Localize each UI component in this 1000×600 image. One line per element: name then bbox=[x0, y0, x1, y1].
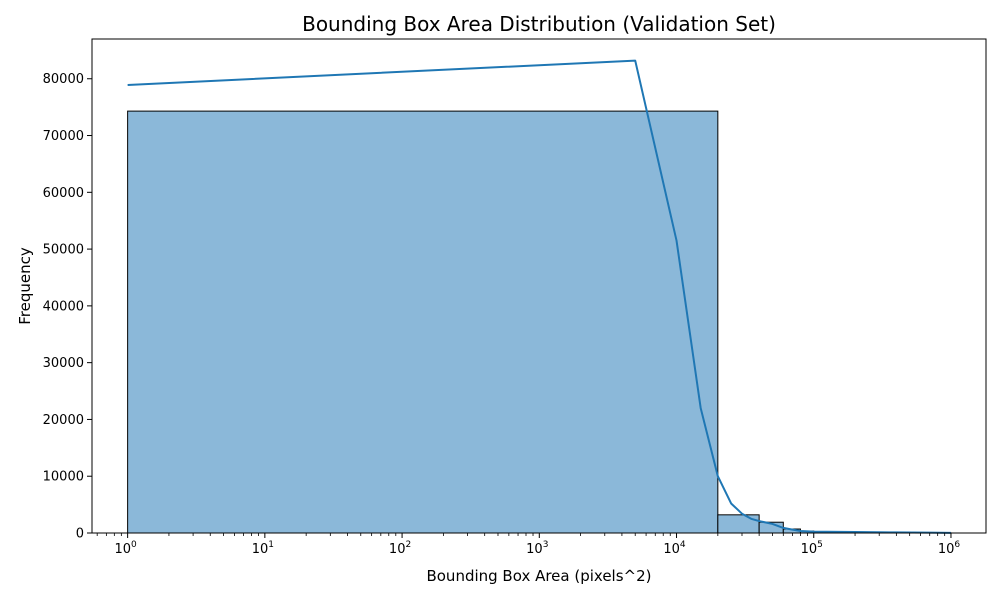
x-tick-label: 100 bbox=[114, 540, 137, 557]
histogram-bar-0 bbox=[127, 110, 719, 534]
histogram-bar-1 bbox=[717, 514, 760, 534]
y-tick-label: 80000 bbox=[43, 72, 84, 87]
y-tick-label: 70000 bbox=[43, 129, 84, 144]
y-axis-label: Frequency bbox=[16, 247, 34, 325]
kde-curve-group bbox=[127, 59, 951, 534]
x-tick-label: 106 bbox=[938, 540, 961, 557]
kde-line bbox=[127, 59, 951, 534]
y-tick-label: 60000 bbox=[43, 186, 84, 201]
y-tick-label: 50000 bbox=[43, 243, 84, 258]
y-axis-ticks: 0 10000 20000 30000 40000 50000 60000 70000 8000… bbox=[43, 72, 92, 542]
x-tick-label: 103 bbox=[526, 540, 548, 557]
x-axis-label: Bounding Box Area (pixels^2) bbox=[426, 567, 651, 585]
y-tick-label: 30000 bbox=[43, 356, 84, 371]
histogram-bars bbox=[127, 110, 952, 534]
x-tick-label: 105 bbox=[801, 540, 823, 557]
x-axis-ticks: 100 101 102 103 104 105 106 bbox=[96, 533, 961, 557]
y-tick-label: 40000 bbox=[43, 299, 84, 314]
y-tick-label: 0 bbox=[76, 527, 84, 542]
chart-title: Bounding Box Area Distribution (Validati… bbox=[302, 12, 776, 36]
y-tick-label: 20000 bbox=[43, 413, 84, 428]
y-tick-label: 10000 bbox=[43, 470, 84, 485]
x-tick-label: 101 bbox=[252, 540, 274, 557]
x-tick-label: 102 bbox=[389, 540, 411, 557]
x-tick-label: 104 bbox=[663, 540, 686, 557]
